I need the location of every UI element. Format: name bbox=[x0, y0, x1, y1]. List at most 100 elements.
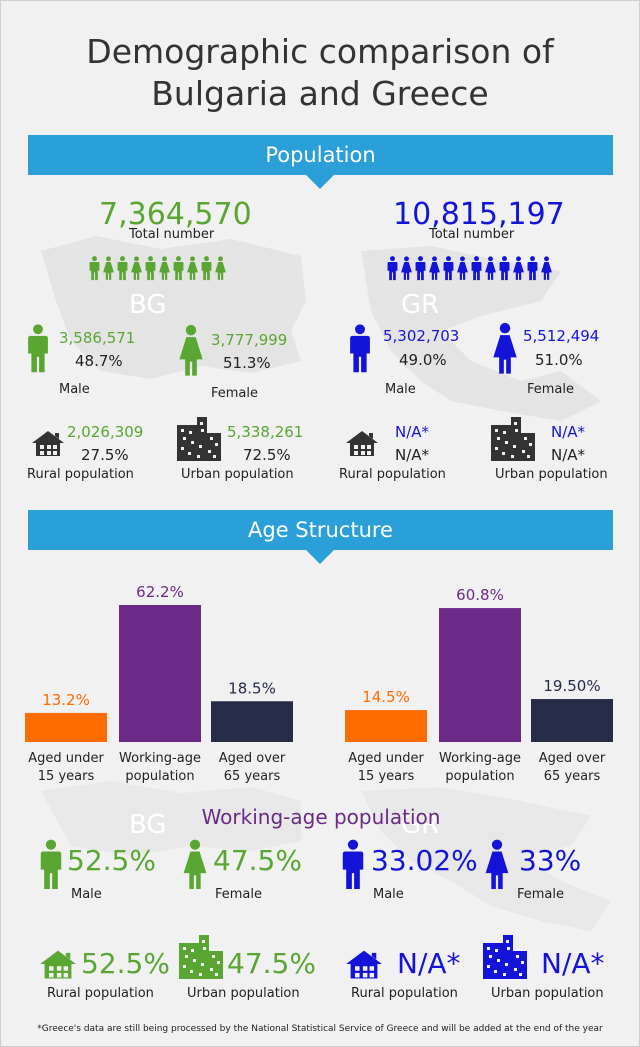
bg-bar-label-2: 62.2% bbox=[136, 583, 184, 601]
bg-rural-label: Rural population bbox=[27, 467, 134, 482]
greece-map-shape bbox=[361, 246, 601, 421]
bg-category-label-1: Aged under bbox=[28, 751, 104, 766]
bg-male-count: 3,586,571 bbox=[59, 329, 136, 347]
wa-gr-urban-city-icon bbox=[483, 935, 527, 979]
bg-female-count: 3,777,999 bbox=[211, 331, 288, 349]
bg-bar-1 bbox=[25, 712, 107, 742]
wa-bg-male-icon bbox=[40, 839, 62, 889]
bg-male-label: Male bbox=[59, 382, 90, 397]
gr-total-label: Total number bbox=[429, 227, 515, 242]
gr-urban-label: Urban population bbox=[495, 467, 608, 482]
bg-female-pct: 51.3% bbox=[223, 354, 271, 372]
wa-bg-male-label: Male bbox=[71, 887, 102, 902]
gr-rural-pct: N/A* bbox=[395, 446, 430, 464]
bg-urban-pct: 72.5% bbox=[243, 446, 291, 464]
bg-rural-house-icon bbox=[32, 431, 64, 456]
wa-bg-female-label: Female bbox=[215, 887, 263, 902]
bg-urban-city-icon bbox=[177, 417, 221, 461]
gr-rural-count: N/A* bbox=[395, 423, 430, 441]
wa-bg-urban-pct: 47.5% bbox=[227, 947, 316, 980]
gr-female-count: 5,512,494 bbox=[523, 327, 600, 345]
gr-category-label-3: Aged over bbox=[539, 751, 606, 766]
gr-urban-city-icon bbox=[491, 417, 535, 461]
wa-gr-urban-label: Urban population bbox=[491, 986, 604, 1001]
wa-gr-male-pct: 33.02% bbox=[371, 844, 478, 877]
wa-bg-rural-pct: 52.5% bbox=[81, 947, 170, 980]
bulgaria-age-chart: 13.2% Aged under 15 years 62.2% Working-age p… bbox=[25, 583, 293, 784]
gr-male-count: 5,302,703 bbox=[383, 327, 460, 345]
bg-code-mark: BG bbox=[129, 290, 167, 320]
wa-gr-rural-pct: N/A* bbox=[397, 947, 461, 980]
wa-bg-male-pct: 52.5% bbox=[67, 844, 156, 877]
bg-bar-label-3: 18.5% bbox=[228, 679, 276, 697]
bg-male-pct: 48.7% bbox=[75, 352, 123, 370]
wa-gr-female-pct: 33% bbox=[519, 844, 582, 877]
population-banner-arrow bbox=[306, 175, 334, 189]
wa-bg-female-icon bbox=[183, 839, 207, 889]
wa-bg-rural-label: Rural population bbox=[47, 986, 154, 1001]
bg-category-label-3: Aged over bbox=[219, 751, 286, 766]
gr-category-label-2: Working-age bbox=[439, 751, 521, 766]
gr-rural-house-icon bbox=[346, 431, 378, 456]
gr-category-label-1: 15 years bbox=[358, 769, 415, 784]
bg-rural-pct: 27.5% bbox=[81, 446, 129, 464]
bg-female-icon bbox=[179, 324, 203, 376]
footnote: *Greece's data are still being processed… bbox=[37, 1024, 603, 1034]
gr-bar-1 bbox=[345, 710, 427, 742]
greece-map-shape-lower bbox=[361, 787, 611, 931]
gr-bar-label-3: 19.50% bbox=[543, 677, 600, 695]
bg-category-label-1: 15 years bbox=[38, 769, 95, 784]
title-line-2: Bulgaria and Greece bbox=[151, 74, 489, 113]
gr-people-row bbox=[387, 256, 552, 281]
gr-code-mark-lower: GR bbox=[401, 810, 439, 840]
bg-rural-count: 2,026,309 bbox=[67, 423, 144, 441]
greece-age-chart: 14.5% Aged under 15 years 60.8% Working-age p… bbox=[345, 586, 613, 784]
bg-urban-label: Urban population bbox=[181, 467, 294, 482]
gr-male-icon bbox=[350, 324, 370, 373]
working-age-title: Working-age population bbox=[201, 805, 441, 829]
gr-male-pct: 49.0% bbox=[399, 351, 447, 369]
bg-male-icon bbox=[28, 324, 48, 373]
wa-bg-urban-city-icon bbox=[179, 935, 223, 979]
gr-bar-2 bbox=[439, 608, 521, 742]
gr-urban-pct: N/A* bbox=[551, 446, 586, 464]
bg-urban-count: 5,338,261 bbox=[227, 423, 304, 441]
gr-female-pct: 51.0% bbox=[535, 351, 583, 369]
gr-bar-3 bbox=[531, 699, 613, 742]
page-title: Demographic comparison of Bulgaria and G… bbox=[1, 31, 639, 115]
wa-gr-rural-house-icon bbox=[346, 950, 382, 979]
age-structure-banner-arrow bbox=[306, 550, 334, 564]
wa-bg-urban-label: Urban population bbox=[187, 986, 300, 1001]
gr-category-label-2: population bbox=[445, 769, 514, 784]
bg-code-mark-lower: BG bbox=[129, 810, 167, 840]
population-banner: Population bbox=[28, 135, 613, 175]
gr-rural-label: Rural population bbox=[339, 467, 446, 482]
gr-category-label-3: 65 years bbox=[544, 769, 601, 784]
bg-total-label: Total number bbox=[129, 227, 215, 242]
bg-bar-label-1: 13.2% bbox=[42, 691, 90, 709]
age-structure-banner: Age Structure bbox=[28, 510, 613, 550]
gr-female-label: Female bbox=[527, 382, 575, 397]
bg-category-label-3: 65 years bbox=[224, 769, 281, 784]
gr-male-label: Male bbox=[385, 382, 416, 397]
gr-code-mark: GR bbox=[401, 290, 439, 320]
wa-gr-urban-pct: N/A* bbox=[541, 947, 605, 980]
gr-category-label-1: Aged under bbox=[348, 751, 424, 766]
gr-urban-count: N/A* bbox=[551, 423, 586, 441]
bg-bar-3 bbox=[211, 701, 293, 742]
bg-people-row bbox=[89, 256, 226, 281]
wa-gr-male-icon bbox=[342, 839, 364, 889]
gr-total: 10,815,197 bbox=[393, 197, 565, 232]
gr-female-icon bbox=[493, 322, 517, 374]
bg-female-label: Female bbox=[211, 386, 259, 401]
bulgaria-map-shape-lower bbox=[41, 781, 301, 856]
bg-bar-2 bbox=[119, 605, 201, 742]
bg-category-label-2: population bbox=[125, 769, 194, 784]
bg-category-label-2: Working-age bbox=[119, 751, 201, 766]
wa-gr-female-icon bbox=[485, 839, 509, 889]
gr-bar-label-2: 60.8% bbox=[456, 586, 504, 604]
title-line-1: Demographic comparison of bbox=[86, 32, 554, 71]
wa-gr-rural-label: Rural population bbox=[351, 986, 458, 1001]
